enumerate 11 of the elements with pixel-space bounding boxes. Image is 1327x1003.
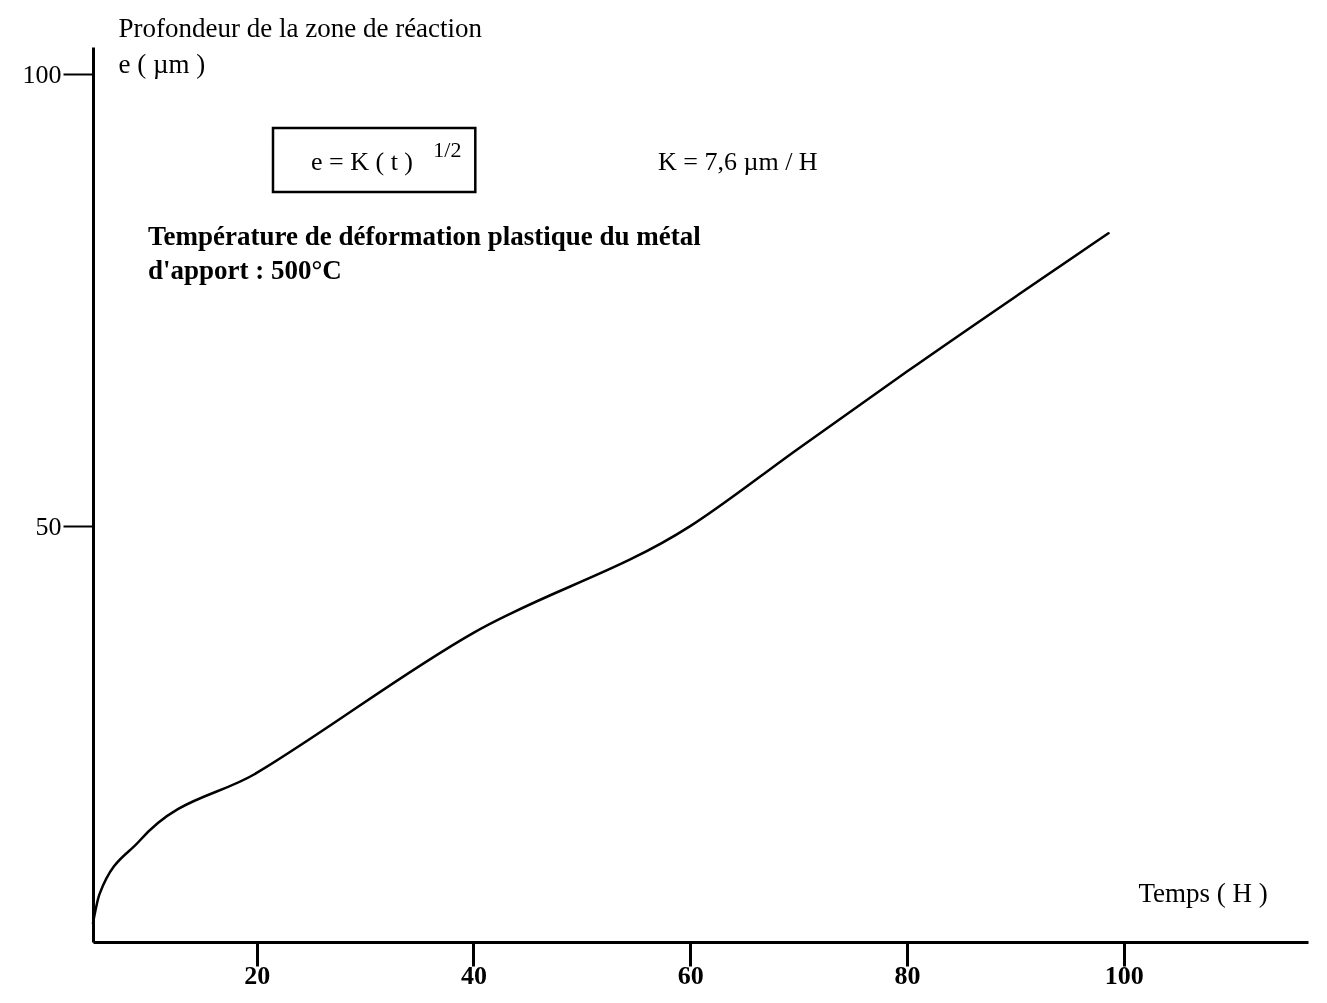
annotation: Température de déformation plastique du métal d'apport : 500°C: [148, 221, 702, 285]
x-axis-title: Temps ( H ): [1138, 877, 1268, 908]
annotation: e = K ( t )1/2: [311, 137, 462, 176]
x-tick-label: 80: [894, 960, 921, 990]
x-tick-label: 40: [460, 960, 487, 990]
y-tick-label: 50: [35, 511, 62, 541]
y-axis-title: Profondeur de la zone de réaction e ( µm ): [118, 12, 483, 79]
x-tick-label: 60: [677, 960, 704, 990]
annotation: K = 7,6 µm / H: [658, 147, 818, 176]
x-tick-label: 100: [1104, 960, 1144, 990]
x-tick-label: 20: [244, 960, 271, 990]
